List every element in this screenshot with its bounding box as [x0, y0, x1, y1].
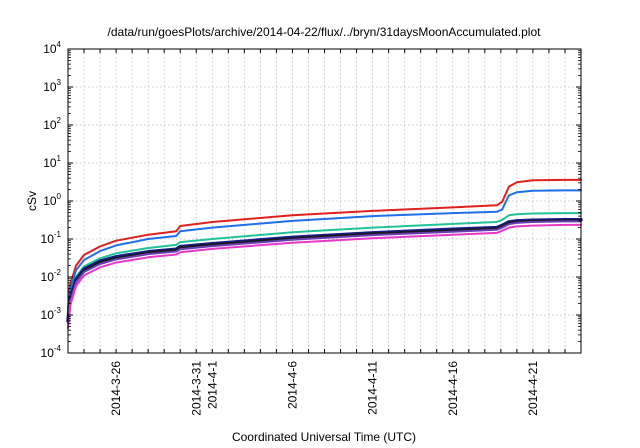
y-tick-label: 10-4	[41, 344, 62, 360]
x-axis-label: Coordinated Universal Time (UTC)	[232, 430, 416, 444]
x-tick-label: 2014-4-16	[446, 361, 460, 416]
x-tick-label: 2014-4-1	[205, 361, 219, 409]
series-line-1	[67, 178, 582, 310]
y-tick-label: 100	[43, 192, 61, 208]
x-axis: 2014-3-26 2014-3-31 2014-4-1 2014-4-6 2014-4…	[83, 49, 566, 416]
y-axis: 10-4 10-3 10-2 10-1 100 101 102 103 104	[41, 40, 581, 360]
series-line-7	[67, 223, 582, 330]
y-axis-label: cSv	[25, 191, 39, 211]
grid	[68, 49, 581, 353]
series-line-2	[67, 189, 582, 315]
x-tick-label: 2014-3-31	[189, 361, 203, 416]
y-tick-label: 10-1	[41, 230, 62, 246]
x-tick-label: 2014-4-11	[366, 361, 380, 415]
y-tick-label: 104	[43, 40, 61, 56]
y-tick-label: 102	[43, 116, 61, 132]
x-tick-label: 2014-3-26	[109, 361, 123, 416]
series-line-6	[67, 220, 582, 324]
chart-title: /data/run/goesPlots/archive/2014-04-22/f…	[108, 25, 542, 39]
series-line-5	[67, 219, 582, 323]
series-layer	[66, 178, 583, 330]
y-tick-label: 103	[43, 78, 61, 94]
x-tick-label: 2014-4-21	[526, 361, 540, 416]
x-tick-label: 2014-4-6	[285, 361, 299, 409]
y-tick-label: 10-3	[41, 306, 62, 322]
y-tick-label: 10-2	[41, 268, 62, 284]
series-line-3	[67, 212, 582, 320]
y-tick-label: 101	[43, 154, 61, 170]
